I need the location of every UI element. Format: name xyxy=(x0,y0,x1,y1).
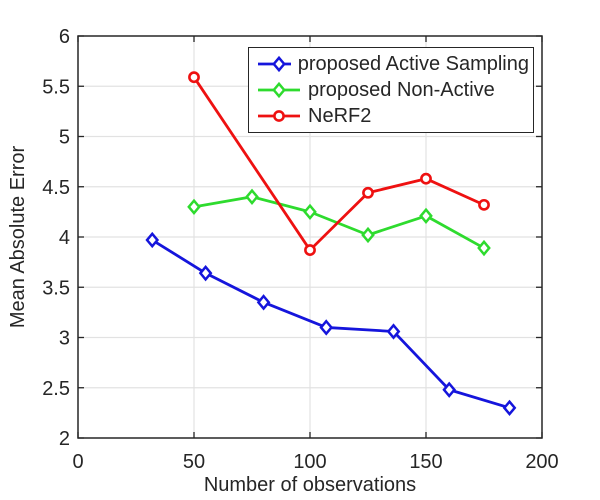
chart-layers: 0 50 100 150 200 2 2.5 3 3.5 4 4.5 5 5.5 6 xyxy=(42,26,559,473)
marker-diamond xyxy=(319,319,334,336)
marker-circle xyxy=(273,110,285,122)
legend-item: proposed Non-Active xyxy=(257,77,529,103)
marker-diamond xyxy=(419,207,433,225)
marker-diamond xyxy=(245,188,259,205)
legend-line-sample xyxy=(258,81,300,99)
marker-diamond xyxy=(198,265,213,282)
x-axis-label: Number of observations xyxy=(204,474,416,496)
legend-item: proposed Active Sampling xyxy=(257,51,529,77)
legend-item-label: proposed Non-Active xyxy=(308,79,495,101)
marker-circle xyxy=(420,172,432,185)
marker-diamond xyxy=(256,294,271,311)
marker-diamond xyxy=(272,55,286,73)
marker-diamond xyxy=(502,399,517,416)
y-tick-label: 5 xyxy=(59,127,70,149)
y-tick-label: 3.5 xyxy=(42,277,70,299)
marker-diamond xyxy=(477,239,491,257)
marker-diamond xyxy=(272,81,286,99)
y-tick-label: 4.5 xyxy=(42,177,70,199)
marker-diamond xyxy=(442,381,457,398)
y-axis-label: Mean Absolute Error xyxy=(7,146,29,329)
marker-diamond xyxy=(303,203,317,221)
x-tick-label: 200 xyxy=(525,451,558,473)
series-line-1 xyxy=(192,195,486,250)
marker-circle xyxy=(188,71,200,84)
marker-diamond xyxy=(361,226,375,244)
marker-diamond xyxy=(187,198,201,215)
series-line-0 xyxy=(150,238,511,410)
x-tick-label: 150 xyxy=(409,451,442,473)
marker-circle xyxy=(478,198,490,211)
y-tick-label: 2.5 xyxy=(42,378,70,400)
marker-circle xyxy=(362,186,374,199)
legend-item-label: NeRF2 xyxy=(308,105,372,127)
legend-line-sample xyxy=(258,55,291,73)
y-tick-label: 5.5 xyxy=(42,76,70,98)
marker-diamond xyxy=(145,231,160,249)
legend-line-sample xyxy=(258,110,300,122)
y-tick-label: 3 xyxy=(59,328,70,350)
legend-item-label: proposed Active Sampling xyxy=(297,53,529,75)
x-tick-label: 0 xyxy=(72,451,83,473)
x-tick-label: 50 xyxy=(183,451,205,473)
legend: proposed Active Sampling proposed Non-Act… xyxy=(248,47,534,133)
y-tick-label: 2 xyxy=(59,428,70,450)
legend-item: NeRF2 xyxy=(257,103,529,129)
x-tick-label: 100 xyxy=(293,451,326,473)
marker-circle xyxy=(304,244,316,256)
marker-diamond xyxy=(386,323,401,340)
y-tick-label: 4 xyxy=(59,227,70,249)
y-tick-label: 6 xyxy=(59,26,70,48)
